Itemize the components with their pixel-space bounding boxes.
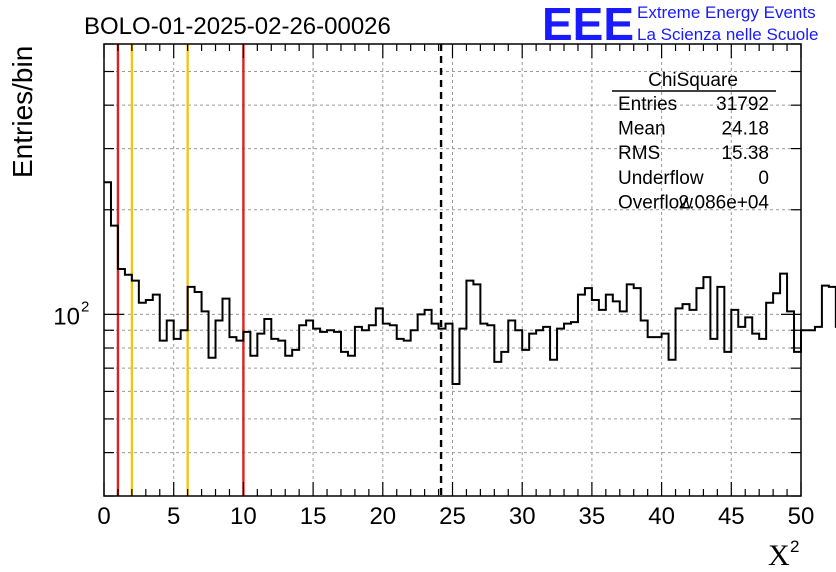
stats-row-label: RMS (618, 143, 660, 164)
x-tick-label: 10 (230, 503, 257, 530)
stats-row-value: 31792 (716, 94, 769, 115)
x-tick-label: 40 (648, 503, 675, 530)
stats-box: ChiSquare Entries 31792 Mean 24.18 RMS 15.38 U… (612, 70, 776, 213)
y-axis-label: Entries/bin (7, 46, 38, 178)
x-tick-label: 0 (97, 503, 110, 530)
stats-row-value: 0 (758, 168, 769, 189)
stats-row-value: 24.18 (721, 119, 769, 140)
x-axis-label-superscript: 2 (790, 537, 799, 556)
stats-row-label: Underflow (618, 168, 704, 189)
axes (103, 43, 802, 497)
logo-mark: EEE (542, 0, 634, 50)
stats-row-label: Mean (618, 119, 666, 140)
stats-row-label: Overflow (618, 192, 693, 213)
histogram (104, 181, 836, 386)
eee-logo: EEE Extreme Energy Events La Scienza nel… (542, 0, 818, 50)
stats-row-value: 15.38 (721, 143, 769, 164)
x-axis-label-text: X (768, 539, 790, 572)
y-tick-labels: 10 2 (53, 298, 89, 330)
x-tick-label: 45 (718, 503, 745, 530)
x-tick-label: 15 (300, 503, 327, 530)
x-tick-label: 20 (369, 503, 396, 530)
x-tick-label: 35 (579, 503, 606, 530)
x-tick-label: 50 (788, 503, 815, 530)
stats-rows: Entries 31792 Mean 24.18 RMS 15.38 Underflow 0 O… (618, 94, 769, 213)
histogram-outline (104, 181, 836, 386)
stats-title: ChiSquare (648, 70, 738, 91)
x-tick-label: 25 (439, 503, 466, 530)
reference-lines (116, 44, 443, 496)
y-tick-label-exponent: 2 (81, 298, 89, 315)
logo-line2: La Scienza nelle Scuole (637, 25, 818, 44)
stats-row-label: Entries (618, 94, 677, 115)
x-axis-label: X 2 (768, 537, 799, 572)
x-tick-labels: 0 5 10 15 20 25 30 35 40 45 50 (97, 503, 814, 530)
stats-row-value: 2.086e+04 (679, 192, 770, 213)
y-tick-label: 10 (53, 303, 80, 330)
chart-title: BOLO-01-2025-02-26-00026 (84, 13, 391, 40)
x-tick-label: 30 (509, 503, 536, 530)
logo-line1: Extreme Energy Events (637, 3, 816, 22)
x-tick-label: 5 (167, 503, 180, 530)
